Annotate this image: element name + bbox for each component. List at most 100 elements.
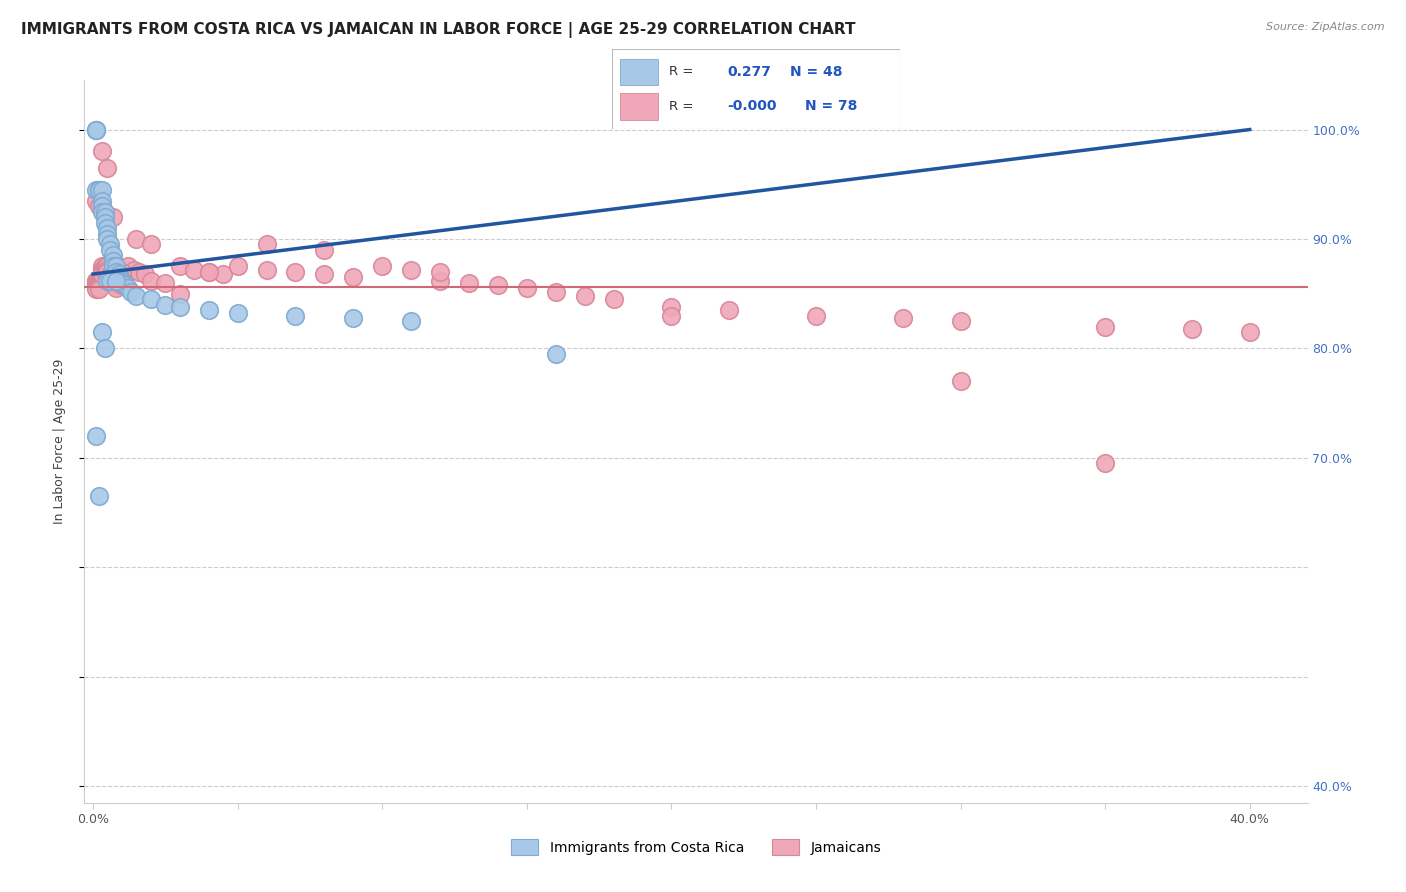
- Point: [103, 253, 125, 268]
- Point: [96, 221, 118, 235]
- Point: [139, 237, 162, 252]
- Point: [114, 277, 136, 292]
- Point: [90, 199, 112, 213]
- Point: [105, 260, 128, 274]
- Point: [84, 277, 107, 292]
- Point: [100, 274, 122, 288]
- Point: [891, 310, 914, 325]
- Point: [342, 270, 364, 285]
- Point: [108, 276, 131, 290]
- Point: [96, 232, 118, 246]
- Legend: Immigrants from Costa Rica, Jamaicans: Immigrants from Costa Rica, Jamaicans: [505, 834, 887, 861]
- Point: [429, 265, 451, 279]
- Point: [1094, 319, 1116, 334]
- Point: [87, 276, 110, 290]
- Point: [661, 309, 683, 323]
- Point: [84, 122, 107, 136]
- Point: [96, 227, 118, 241]
- Text: 0.277: 0.277: [727, 65, 770, 78]
- Point: [90, 183, 112, 197]
- Point: [458, 276, 481, 290]
- Point: [93, 210, 115, 224]
- Point: [197, 303, 219, 318]
- Point: [804, 309, 827, 323]
- Point: [93, 260, 115, 274]
- Point: [399, 314, 422, 328]
- Point: [212, 267, 235, 281]
- Point: [87, 183, 110, 197]
- Point: [84, 429, 107, 443]
- Point: [602, 292, 624, 306]
- Point: [103, 260, 125, 274]
- Point: [111, 274, 134, 288]
- Point: [90, 267, 112, 281]
- Point: [197, 265, 219, 279]
- Point: [486, 277, 509, 292]
- Point: [122, 262, 145, 277]
- Point: [105, 265, 128, 279]
- Point: [1181, 322, 1204, 336]
- Text: -0.000: -0.000: [727, 100, 776, 113]
- Point: [103, 274, 125, 288]
- Point: [516, 281, 538, 295]
- Point: [100, 270, 122, 285]
- Point: [96, 265, 118, 279]
- Point: [90, 262, 112, 277]
- Point: [128, 265, 150, 279]
- Point: [87, 282, 110, 296]
- Point: [371, 260, 394, 274]
- Text: N = 78: N = 78: [804, 100, 858, 113]
- Point: [314, 267, 336, 281]
- Point: [117, 281, 139, 295]
- Point: [169, 260, 191, 274]
- Point: [105, 281, 128, 295]
- Point: [108, 274, 131, 288]
- Point: [134, 267, 156, 281]
- Point: [84, 274, 107, 288]
- Point: [105, 277, 128, 292]
- Point: [429, 274, 451, 288]
- Point: [314, 243, 336, 257]
- Point: [399, 262, 422, 277]
- Point: [108, 267, 131, 281]
- Point: [87, 274, 110, 288]
- Point: [139, 274, 162, 288]
- Text: N = 48: N = 48: [790, 65, 842, 78]
- Point: [87, 280, 110, 294]
- Point: [661, 300, 683, 314]
- Point: [87, 183, 110, 197]
- Point: [197, 265, 219, 279]
- Point: [90, 204, 112, 219]
- Point: [93, 265, 115, 279]
- Point: [256, 262, 278, 277]
- Point: [169, 300, 191, 314]
- Point: [125, 232, 148, 246]
- Point: [90, 325, 112, 339]
- Point: [226, 306, 249, 320]
- Point: [103, 248, 125, 262]
- Point: [93, 204, 115, 219]
- Point: [87, 199, 110, 213]
- Point: [117, 260, 139, 274]
- Point: [84, 274, 107, 288]
- Point: [544, 347, 567, 361]
- Point: [93, 216, 115, 230]
- Text: R =: R =: [669, 65, 693, 78]
- Point: [574, 289, 596, 303]
- Point: [96, 260, 118, 274]
- Point: [1239, 325, 1261, 339]
- Point: [84, 122, 107, 136]
- Point: [284, 309, 307, 323]
- Point: [155, 276, 177, 290]
- Point: [93, 262, 115, 277]
- Text: IMMIGRANTS FROM COSTA RICA VS JAMAICAN IN LABOR FORCE | AGE 25-29 CORRELATION CH: IMMIGRANTS FROM COSTA RICA VS JAMAICAN I…: [21, 22, 856, 38]
- Point: [139, 292, 162, 306]
- Point: [183, 262, 205, 277]
- Point: [226, 260, 249, 274]
- Point: [100, 267, 122, 281]
- Point: [84, 280, 107, 294]
- Point: [103, 276, 125, 290]
- Bar: [620, 94, 658, 120]
- Point: [718, 303, 741, 318]
- Point: [84, 194, 107, 208]
